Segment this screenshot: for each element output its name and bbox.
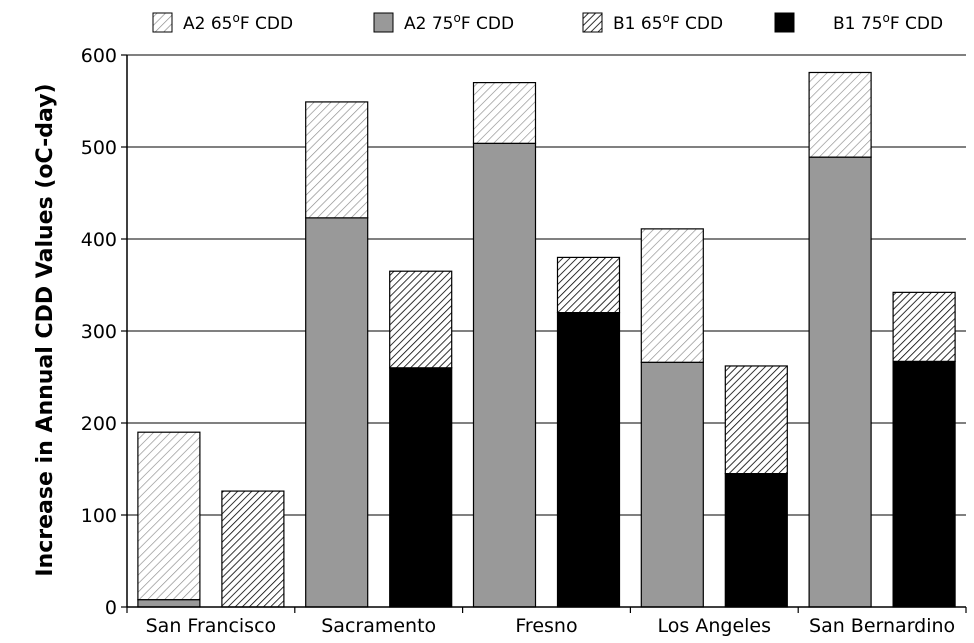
bar-b1-65-f-cdd-fresno — [556, 256, 621, 314]
y-axis-label: Increase in Annual CDD Values (oC-day) — [33, 83, 58, 576]
legend-label: B1 75oF CDD — [833, 11, 943, 34]
y-tick-label: 500 — [81, 137, 117, 159]
y-tick-labels: 0 100 200 300 400 500 600 — [81, 45, 117, 619]
legend-label: A2 75oF CDD — [404, 11, 514, 34]
bar-a2-65-f-cdd-los-angeles — [640, 228, 704, 363]
bar-b1-75-f-cdd-los-angeles — [724, 473, 788, 608]
bar-b1-75-f-cdd-san-bernardino — [892, 360, 956, 608]
bar-b1-65-f-cdd-los-angeles — [724, 365, 788, 475]
bar-b1-65-f-cdd-san-bernardino — [892, 291, 956, 362]
bar-a2-75-f-cdd-fresno — [472, 142, 537, 608]
legend-swatch — [582, 12, 603, 33]
bar-b1-75-f-cdd-fresno — [556, 312, 621, 608]
bar-a2-65-f-cdd-san-francisco — [137, 431, 201, 601]
y-tick-label: 300 — [81, 321, 117, 343]
bars — [137, 71, 956, 608]
legend-swatch — [774, 12, 795, 33]
y-tick-label: 200 — [81, 413, 117, 435]
x-category-label: Sacramento — [321, 615, 436, 637]
legend-label: A2 65oF CDD — [183, 11, 293, 34]
bar-a2-75-f-cdd-san-francisco — [137, 599, 201, 608]
y-tick-label: 100 — [81, 505, 117, 527]
bar-a2-75-f-cdd-los-angeles — [640, 361, 704, 608]
bar-b1-75-f-cdd-sacramento — [389, 367, 453, 608]
legend-label: B1 65oF CDD — [613, 11, 723, 34]
x-category-label: San Francisco — [146, 615, 277, 637]
x-category-label: San Bernardino — [809, 615, 955, 637]
y-tick-label: 600 — [81, 45, 117, 67]
bar-a2-65-f-cdd-sacramento — [305, 101, 369, 219]
bar-a2-75-f-cdd-san-bernardino — [808, 156, 872, 608]
legend: A2 65oF CDD A2 75oF CDD B1 65oF CDD B1 75oF… — [152, 11, 943, 34]
bar-b1-65-f-cdd-sacramento — [389, 270, 453, 369]
bar-b1-65-f-cdd-san-francisco — [221, 490, 285, 608]
y-tick-label: 0 — [105, 597, 117, 619]
x-category-label: Los Angeles — [658, 615, 771, 637]
legend-swatch — [373, 12, 394, 33]
y-tick-label: 400 — [81, 229, 117, 251]
legend-swatch — [152, 12, 173, 33]
bar-a2-65-f-cdd-fresno — [472, 81, 537, 144]
axes — [126, 55, 967, 613]
x-category-labels: San Francisco Sacramento Fresno Los Angeles… — [146, 615, 956, 637]
bar-a2-65-f-cdd-san-bernardino — [808, 71, 872, 158]
x-category-label: Fresno — [515, 615, 577, 637]
bar-a2-75-f-cdd-sacramento — [305, 217, 369, 608]
